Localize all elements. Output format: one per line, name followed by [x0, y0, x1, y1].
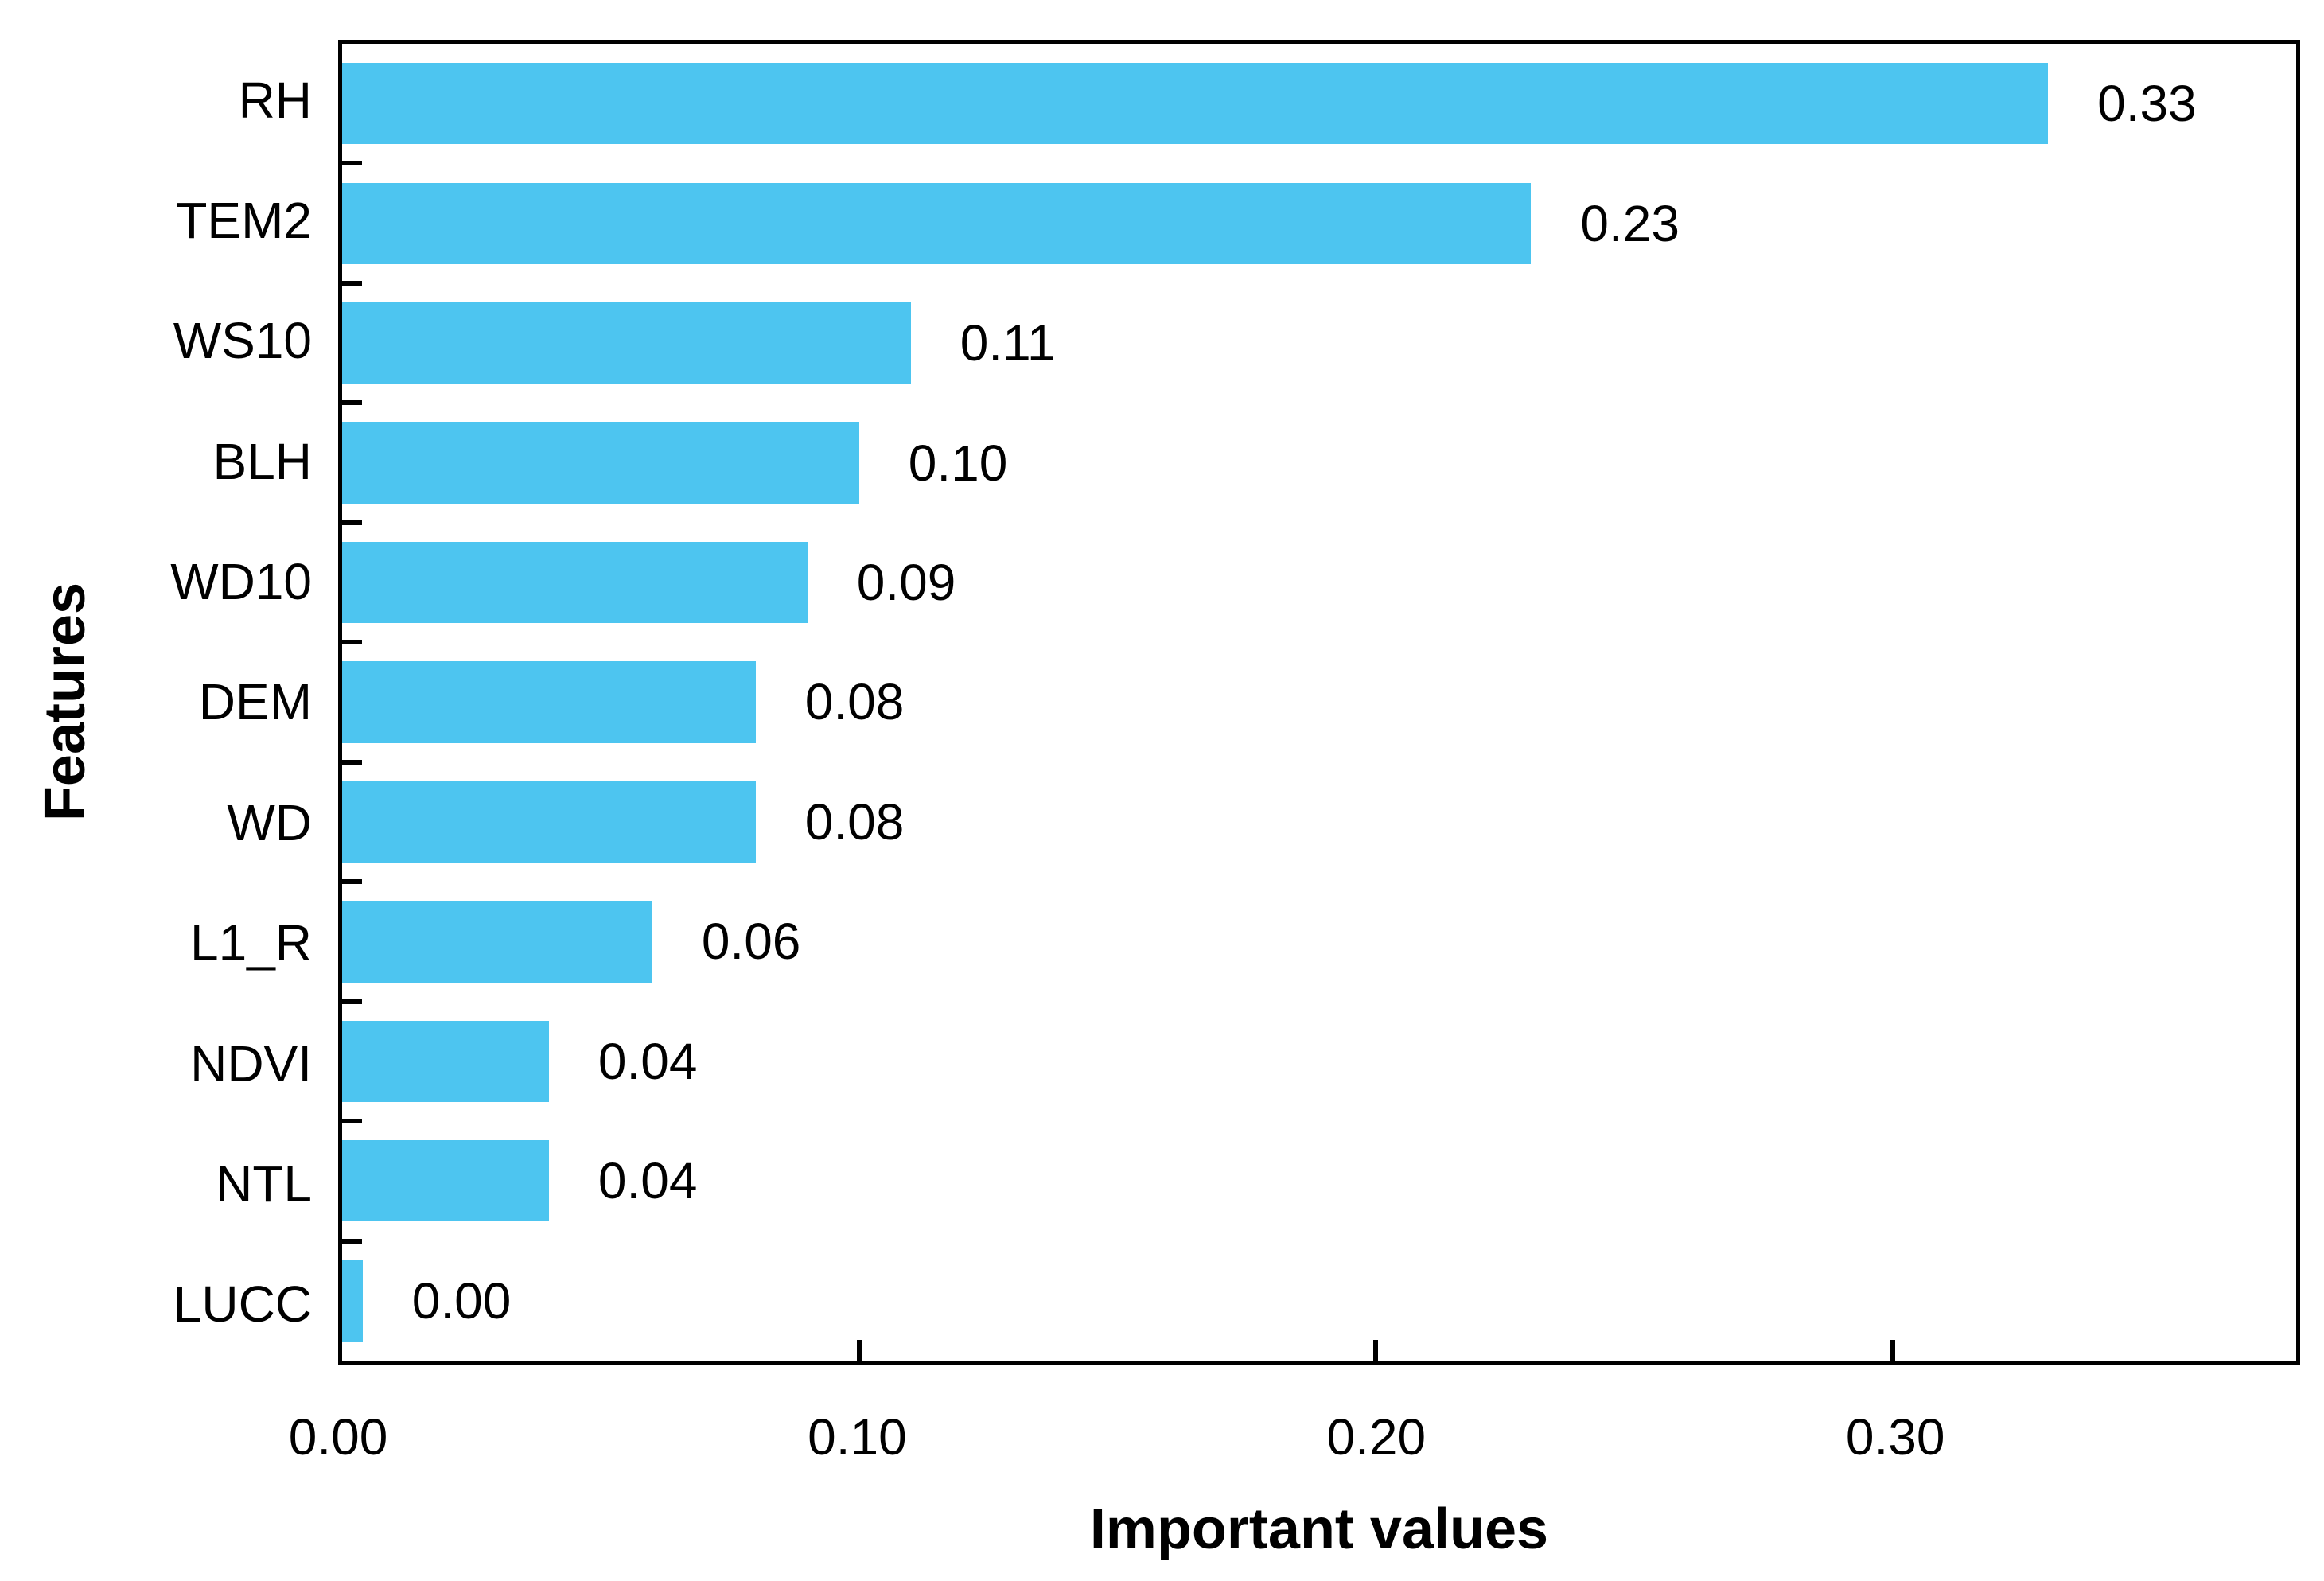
y-category-label: WD10 — [170, 553, 312, 611]
x-tick-label: 0.00 — [288, 1408, 388, 1466]
y-tick-mark — [342, 640, 362, 645]
bar-dem — [342, 661, 756, 743]
bar-row: 0.11 — [342, 283, 2296, 403]
bar-value-label: 0.11 — [960, 314, 1056, 372]
x-tick-label: 0.20 — [1326, 1408, 1427, 1466]
bar-row: 0.09 — [342, 523, 2296, 642]
x-tick-mark — [1373, 1340, 1379, 1361]
bar-value-label: 0.10 — [908, 434, 1008, 492]
y-category-label: TEM2 — [176, 192, 312, 250]
y-category-label: WS10 — [173, 312, 312, 370]
bar-lucc — [342, 1260, 363, 1342]
bar-wd — [342, 781, 756, 863]
bar-row: 0.06 — [342, 882, 2296, 1001]
x-axis-title: Important values — [1089, 1497, 1549, 1561]
bar-l1-r — [342, 901, 652, 983]
y-category-label: WD — [227, 793, 312, 851]
bar-row: 0.04 — [342, 1002, 2296, 1121]
y-category-label: NTL — [216, 1155, 312, 1213]
bar-row: 0.08 — [342, 642, 2296, 761]
bar-row: 0.04 — [342, 1121, 2296, 1240]
y-axis-category-labels: RH TEM2 WS10 BLH WD10 DEM WD L1_R NDVI N… — [0, 40, 312, 1365]
y-tick-mark — [342, 400, 362, 406]
y-tick-mark — [342, 161, 362, 166]
y-tick-mark — [342, 520, 362, 525]
bar-value-label: 0.00 — [411, 1271, 512, 1330]
bar-ndvi — [342, 1020, 549, 1102]
bar-value-label: 0.08 — [804, 673, 905, 731]
bar-ws10 — [342, 302, 911, 384]
x-tick-mark — [856, 1340, 862, 1361]
y-axis-title: Features — [33, 582, 97, 822]
bar-value-label: 0.09 — [856, 554, 956, 612]
bar-value-label: 0.23 — [1580, 194, 1680, 252]
y-tick-mark — [342, 280, 362, 286]
x-tick-mark — [1890, 1340, 1896, 1361]
y-tick-mark — [342, 759, 362, 765]
bar-row: 0.10 — [342, 403, 2296, 522]
y-category-label: NDVI — [190, 1034, 312, 1092]
y-tick-mark — [342, 1238, 362, 1244]
y-tick-mark — [342, 879, 362, 885]
x-tick-label: 0.10 — [808, 1408, 907, 1466]
plot-area: 0.33 0.23 0.11 0.10 0.09 0.08 0.08 0.06 … — [338, 40, 2300, 1365]
y-category-label: LUCC — [173, 1275, 312, 1334]
y-category-label: BLH — [212, 432, 313, 490]
y-category-label: DEM — [198, 673, 312, 731]
y-category-label: L1_R — [190, 914, 312, 972]
x-tick-label: 0.30 — [1845, 1408, 1945, 1466]
bar-value-label: 0.06 — [701, 913, 801, 971]
y-category-label: RH — [238, 71, 312, 129]
bar-blh — [342, 422, 859, 504]
bar-wd10 — [342, 541, 808, 624]
bar-value-label: 0.04 — [598, 1152, 698, 1210]
bar-row: 0.00 — [342, 1241, 2296, 1361]
bar-ntl — [342, 1140, 549, 1222]
bar-value-label: 0.04 — [598, 1032, 698, 1090]
y-tick-mark — [342, 999, 362, 1004]
bar-row: 0.08 — [342, 762, 2296, 882]
bar-row: 0.23 — [342, 163, 2296, 282]
bar-value-label: 0.08 — [804, 792, 905, 851]
bar-row: 0.33 — [342, 44, 2296, 163]
bar-value-label: 0.33 — [2097, 75, 2197, 133]
bar-tem2 — [342, 182, 1532, 264]
y-tick-mark — [342, 1119, 362, 1124]
bar-rh — [342, 63, 2049, 145]
bar-rows: 0.33 0.23 0.11 0.10 0.09 0.08 0.08 0.06 … — [342, 44, 2296, 1361]
